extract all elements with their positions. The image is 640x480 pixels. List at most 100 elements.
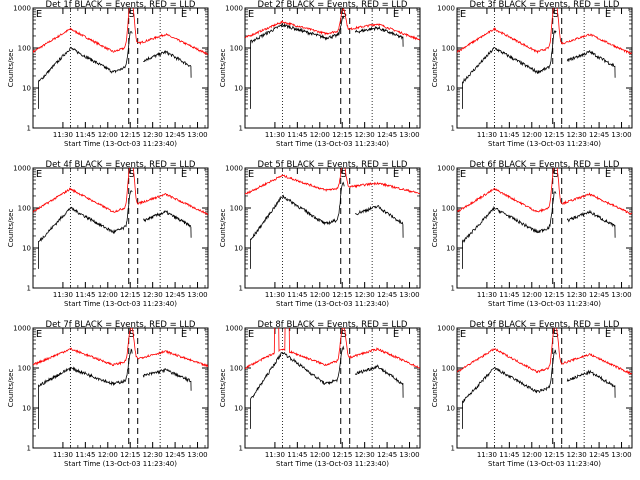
event-marker-s: S [341,9,347,20]
y-tick-label: 1 [239,445,243,453]
y-tick-label: 1000 [437,325,455,333]
plot-frame [32,7,209,129]
event-marker-s: S [553,329,559,340]
x-tick-label: 13:00 [611,451,631,459]
x-tick-label: 12:45 [165,451,185,459]
x-tick-label: 12:15 [120,291,140,299]
y-tick-label: 100 [18,45,31,53]
event-marker-e: E [181,169,187,180]
y-axis-label: Counts/sec [219,209,227,248]
x-tick-label: 12:30 [567,291,587,299]
x-tick-label: 12:30 [355,291,375,299]
x-tick-label: 13:00 [187,291,207,299]
y-tick-label: 10 [234,245,243,253]
x-axis-label: Start Time (13-Oct-03 11:23:40) [64,140,177,148]
event-marker-e: E [248,9,254,20]
x-tick-label: 13:00 [399,131,419,139]
y-tick-label: 10 [22,405,31,413]
y-tick-label: 1 [451,445,455,453]
x-tick-label: 11:45 [75,291,95,299]
x-tick-label: 11:30 [477,131,497,139]
x-tick-label: 12:45 [165,131,185,139]
events-series-line [462,349,616,429]
chart-panel-9: Det 9f BLACK = Events, RED = LLD 1 10 100 10… [431,320,633,468]
y-tick-label: 1000 [225,165,243,173]
x-tick-label: 11:45 [499,451,519,459]
y-tick-label: 1000 [13,165,31,173]
x-tick-label: 12:00 [522,451,542,459]
x-tick-label: 12:45 [377,131,397,139]
lld-series-line [245,168,420,195]
x-axis-label: Start Time (13-Oct-03 11:23:40) [488,140,601,148]
chart-panel-5: Det 5f BLACK = Events, RED = LLD 1 10 100 10… [219,160,421,308]
x-tick-label: 12:00 [98,291,118,299]
lld-series-line [245,328,420,370]
y-tick-label: 100 [230,205,243,213]
chart-title: Det 4f BLACK = Events, RED = LLD [46,160,196,170]
y-tick-label: 1 [239,125,243,133]
y-tick-label: 100 [230,45,243,53]
x-tick-label: 13:00 [399,451,419,459]
x-tick-label: 11:30 [53,131,73,139]
x-tick-label: 12:15 [544,451,564,459]
x-tick-label: 11:30 [265,291,285,299]
y-tick-label: 1000 [225,5,243,13]
event-marker-s: S [129,9,135,20]
x-tick-label: 11:30 [265,131,285,139]
event-marker-e: E [605,329,611,340]
x-tick-label: 12:45 [165,291,185,299]
y-axis-label: Counts/sec [431,369,439,408]
x-tick-label: 11:45 [75,451,95,459]
y-tick-label: 100 [442,45,455,53]
y-tick-label: 100 [442,365,455,373]
x-tick-label: 12:30 [355,131,375,139]
lld-series-line [33,328,208,368]
y-axis-label: Counts/sec [431,49,439,88]
events-series-line [38,348,192,429]
x-tick-label: 13:00 [611,131,631,139]
event-marker-s: S [129,169,135,180]
event-marker-e: E [36,169,42,180]
plot-frame [32,327,209,449]
x-tick-label: 12:00 [98,131,118,139]
plot-frame [456,167,633,289]
chart-panel-4: Det 4f BLACK = Events, RED = LLD 1 10 100 10… [7,160,209,308]
event-marker-s: S [341,169,347,180]
x-tick-label: 11:45 [287,451,307,459]
x-tick-label: 12:30 [143,451,163,459]
x-tick-label: 11:45 [287,291,307,299]
chart-panel-6: Det 6f BLACK = Events, RED = LLD 1 10 100 10… [431,160,633,308]
y-tick-label: 10 [22,85,31,93]
chart-title: Det 9f BLACK = Events, RED = LLD [470,320,620,330]
x-tick-label: 11:30 [477,291,497,299]
chart-title: Det 5f BLACK = Events, RED = LLD [258,160,408,170]
x-tick-label: 12:30 [355,451,375,459]
event-marker-e: E [393,329,399,340]
lld-series-line [33,168,208,216]
event-marker-e: E [248,329,254,340]
event-marker-s: S [129,329,135,340]
plot-frame [456,327,633,449]
x-tick-label: 12:00 [310,451,330,459]
x-tick-label: 12:30 [143,291,163,299]
x-tick-label: 12:45 [377,451,397,459]
chart-panel-2: Det 2f BLACK = Events, RED = LLD 1 10 100 10… [219,0,421,148]
chart-title: Det 8f BLACK = Events, RED = LLD [258,320,408,330]
event-marker-e: E [248,169,254,180]
event-marker-e: E [181,329,187,340]
events-series-line [250,181,404,269]
x-tick-label: 11:45 [499,131,519,139]
y-tick-label: 10 [234,85,243,93]
lld-series-line [457,8,632,55]
lld-series-line [457,168,632,216]
x-tick-label: 11:45 [287,131,307,139]
x-tick-label: 12:15 [120,451,140,459]
event-marker-s: S [341,329,347,340]
events-series-line [38,190,192,269]
x-tick-label: 12:15 [332,131,352,139]
plot-frame [456,7,633,129]
x-tick-label: 12:30 [143,131,163,139]
plot-frame [32,167,209,289]
x-tick-label: 12:00 [522,291,542,299]
x-tick-label: 11:45 [75,131,95,139]
